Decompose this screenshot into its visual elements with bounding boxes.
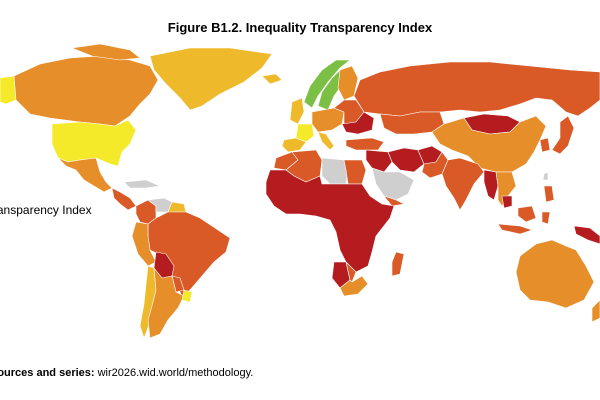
region-japan xyxy=(551,115,575,155)
region-arabian-peninsula xyxy=(371,167,415,201)
region-mexico xyxy=(57,157,113,193)
region-taiwan xyxy=(542,171,549,181)
region-korea xyxy=(539,137,551,153)
region-egypt xyxy=(343,159,367,185)
region-canada xyxy=(13,55,159,127)
region-indonesia xyxy=(497,223,533,235)
region-norway xyxy=(303,59,351,109)
region-philippines xyxy=(543,185,555,203)
region-ukraine xyxy=(341,111,375,135)
region-caribbean xyxy=(123,179,161,189)
region-turkey xyxy=(345,137,385,151)
region-iceland xyxy=(261,73,283,85)
region-india xyxy=(441,157,485,211)
region-canada-islands xyxy=(71,43,141,61)
region-myanmar xyxy=(483,169,499,201)
legend-label: Transparency Index xyxy=(0,203,92,217)
region-madagascar xyxy=(391,251,405,277)
region-indonesia-borneo xyxy=(517,205,537,223)
region-russia xyxy=(353,61,600,117)
region-alaska xyxy=(0,75,17,105)
region-uruguay xyxy=(181,289,193,303)
region-iberia xyxy=(281,137,307,153)
region-iraq-syria xyxy=(365,149,393,173)
region-australia xyxy=(515,239,595,309)
region-new-zealand xyxy=(591,299,600,323)
source-note: Sources and series: wir2026.wid.world/me… xyxy=(0,367,253,379)
region-central-america xyxy=(111,187,137,211)
region-sub-saharan-africa xyxy=(265,169,395,273)
source-url: wir2026.wid.world/methodology. xyxy=(97,367,254,379)
region-united-kingdom xyxy=(289,97,305,125)
region-south-africa xyxy=(339,275,369,297)
region-papua-new-guinea xyxy=(573,225,600,245)
region-iran xyxy=(387,147,425,173)
region-indonesia-sulawesi xyxy=(541,211,551,225)
region-central-europe xyxy=(311,107,345,133)
region-argentina xyxy=(147,267,185,339)
region-cambodia xyxy=(501,195,513,209)
source-prefix: Sources and series: xyxy=(0,367,98,379)
figure-title: Figure B1.2. Inequality Transparency Ind… xyxy=(167,20,433,35)
region-yemen xyxy=(383,195,405,207)
region-italy xyxy=(317,131,335,151)
region-france xyxy=(295,123,315,143)
region-greenland xyxy=(149,47,273,111)
